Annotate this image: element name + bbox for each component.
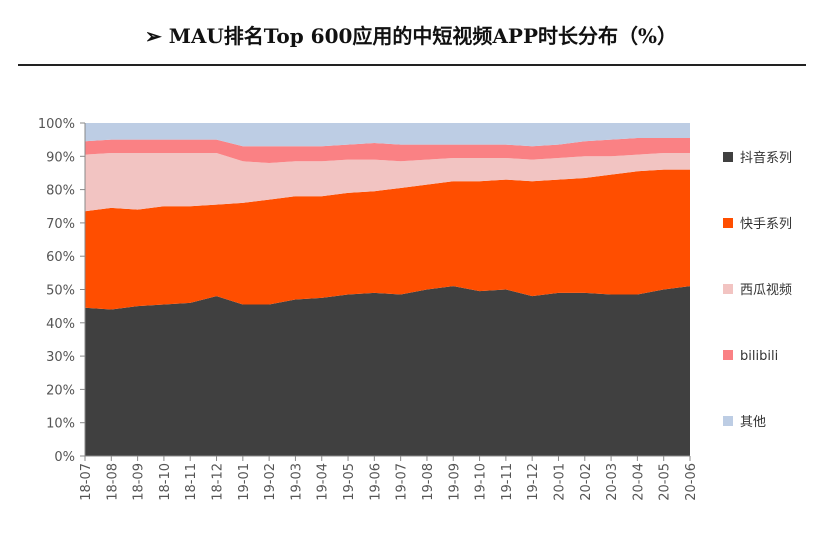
area-series-3: [85, 137, 690, 163]
area-series-0: [85, 286, 690, 456]
x-tick-label: 19-12: [526, 463, 541, 501]
x-tick-label: 18-12: [211, 463, 226, 501]
legend-label: 其他: [740, 415, 766, 430]
y-tick-label: 80%: [46, 184, 75, 199]
legend-swatch: [723, 218, 733, 228]
x-tick-label: 19-11: [500, 463, 515, 501]
x-tick-label: 18-10: [158, 463, 173, 501]
x-tick-label: 19-06: [368, 463, 383, 501]
area-layers: [85, 123, 690, 456]
y-tick-label: 90%: [46, 150, 75, 165]
area-series-1: [85, 169, 690, 310]
x-tick-label: 19-04: [316, 463, 331, 501]
legend-label: 快手系列: [740, 217, 792, 232]
legend-label: bilibili: [740, 349, 778, 364]
x-tick-label: 19-07: [395, 463, 410, 501]
x-tick-label: 20-01: [552, 463, 567, 501]
x-tick-label: 18-07: [79, 463, 94, 501]
y-tick-label: 0%: [54, 450, 75, 465]
area-series-2: [85, 152, 690, 212]
x-tick-label: 19-03: [289, 463, 304, 501]
x-tick-label: 18-08: [105, 463, 120, 501]
x-tick-label: 18-11: [184, 463, 199, 501]
x-tick-label: 19-09: [447, 463, 462, 501]
y-tick-label: 40%: [46, 317, 75, 332]
x-tick-label: 19-10: [474, 463, 489, 501]
x-tick-label: 19-05: [342, 463, 357, 501]
legend-label: 西瓜视频: [740, 283, 792, 298]
x-tick-label: 20-06: [684, 463, 699, 501]
title-divider: [18, 64, 806, 66]
x-tick-label: 19-08: [421, 463, 436, 501]
x-tick-label: 20-04: [631, 463, 646, 501]
legend-swatch: [723, 284, 733, 294]
x-tick-label: 19-02: [263, 463, 278, 501]
y-tick-label: 50%: [46, 284, 75, 299]
x-tick-label: 19-01: [237, 463, 252, 501]
y-axis: 0% 10% 20% 30% 40% 50% 60% 70% 80% 90% 100%: [38, 117, 86, 465]
x-axis: 18-07 18-08 18-09 18-10 18-11 18-12 19-01 19-02…: [79, 455, 699, 501]
y-tick-label: 100%: [38, 117, 75, 132]
legend-label: 抖音系列: [740, 150, 792, 166]
x-tick-label: 20-02: [579, 463, 594, 501]
y-tick-label: 10%: [46, 417, 75, 432]
y-tick-label: 60%: [46, 250, 75, 265]
x-tick-label: 20-03: [605, 463, 620, 501]
y-tick-label: 30%: [46, 350, 75, 365]
legend-swatch: [723, 152, 733, 162]
legend-swatch: [723, 416, 733, 426]
area-series-4: [85, 123, 690, 147]
x-tick-label: 18-09: [132, 463, 147, 501]
legend-swatch: [723, 350, 733, 360]
chart-title: ➢ MAU排名Top 600应用的中短视频APP时长分布（%）: [144, 24, 678, 48]
y-tick-label: 70%: [46, 217, 75, 232]
y-tick-label: 20%: [46, 383, 75, 398]
x-tick-label: 20-05: [658, 463, 673, 501]
